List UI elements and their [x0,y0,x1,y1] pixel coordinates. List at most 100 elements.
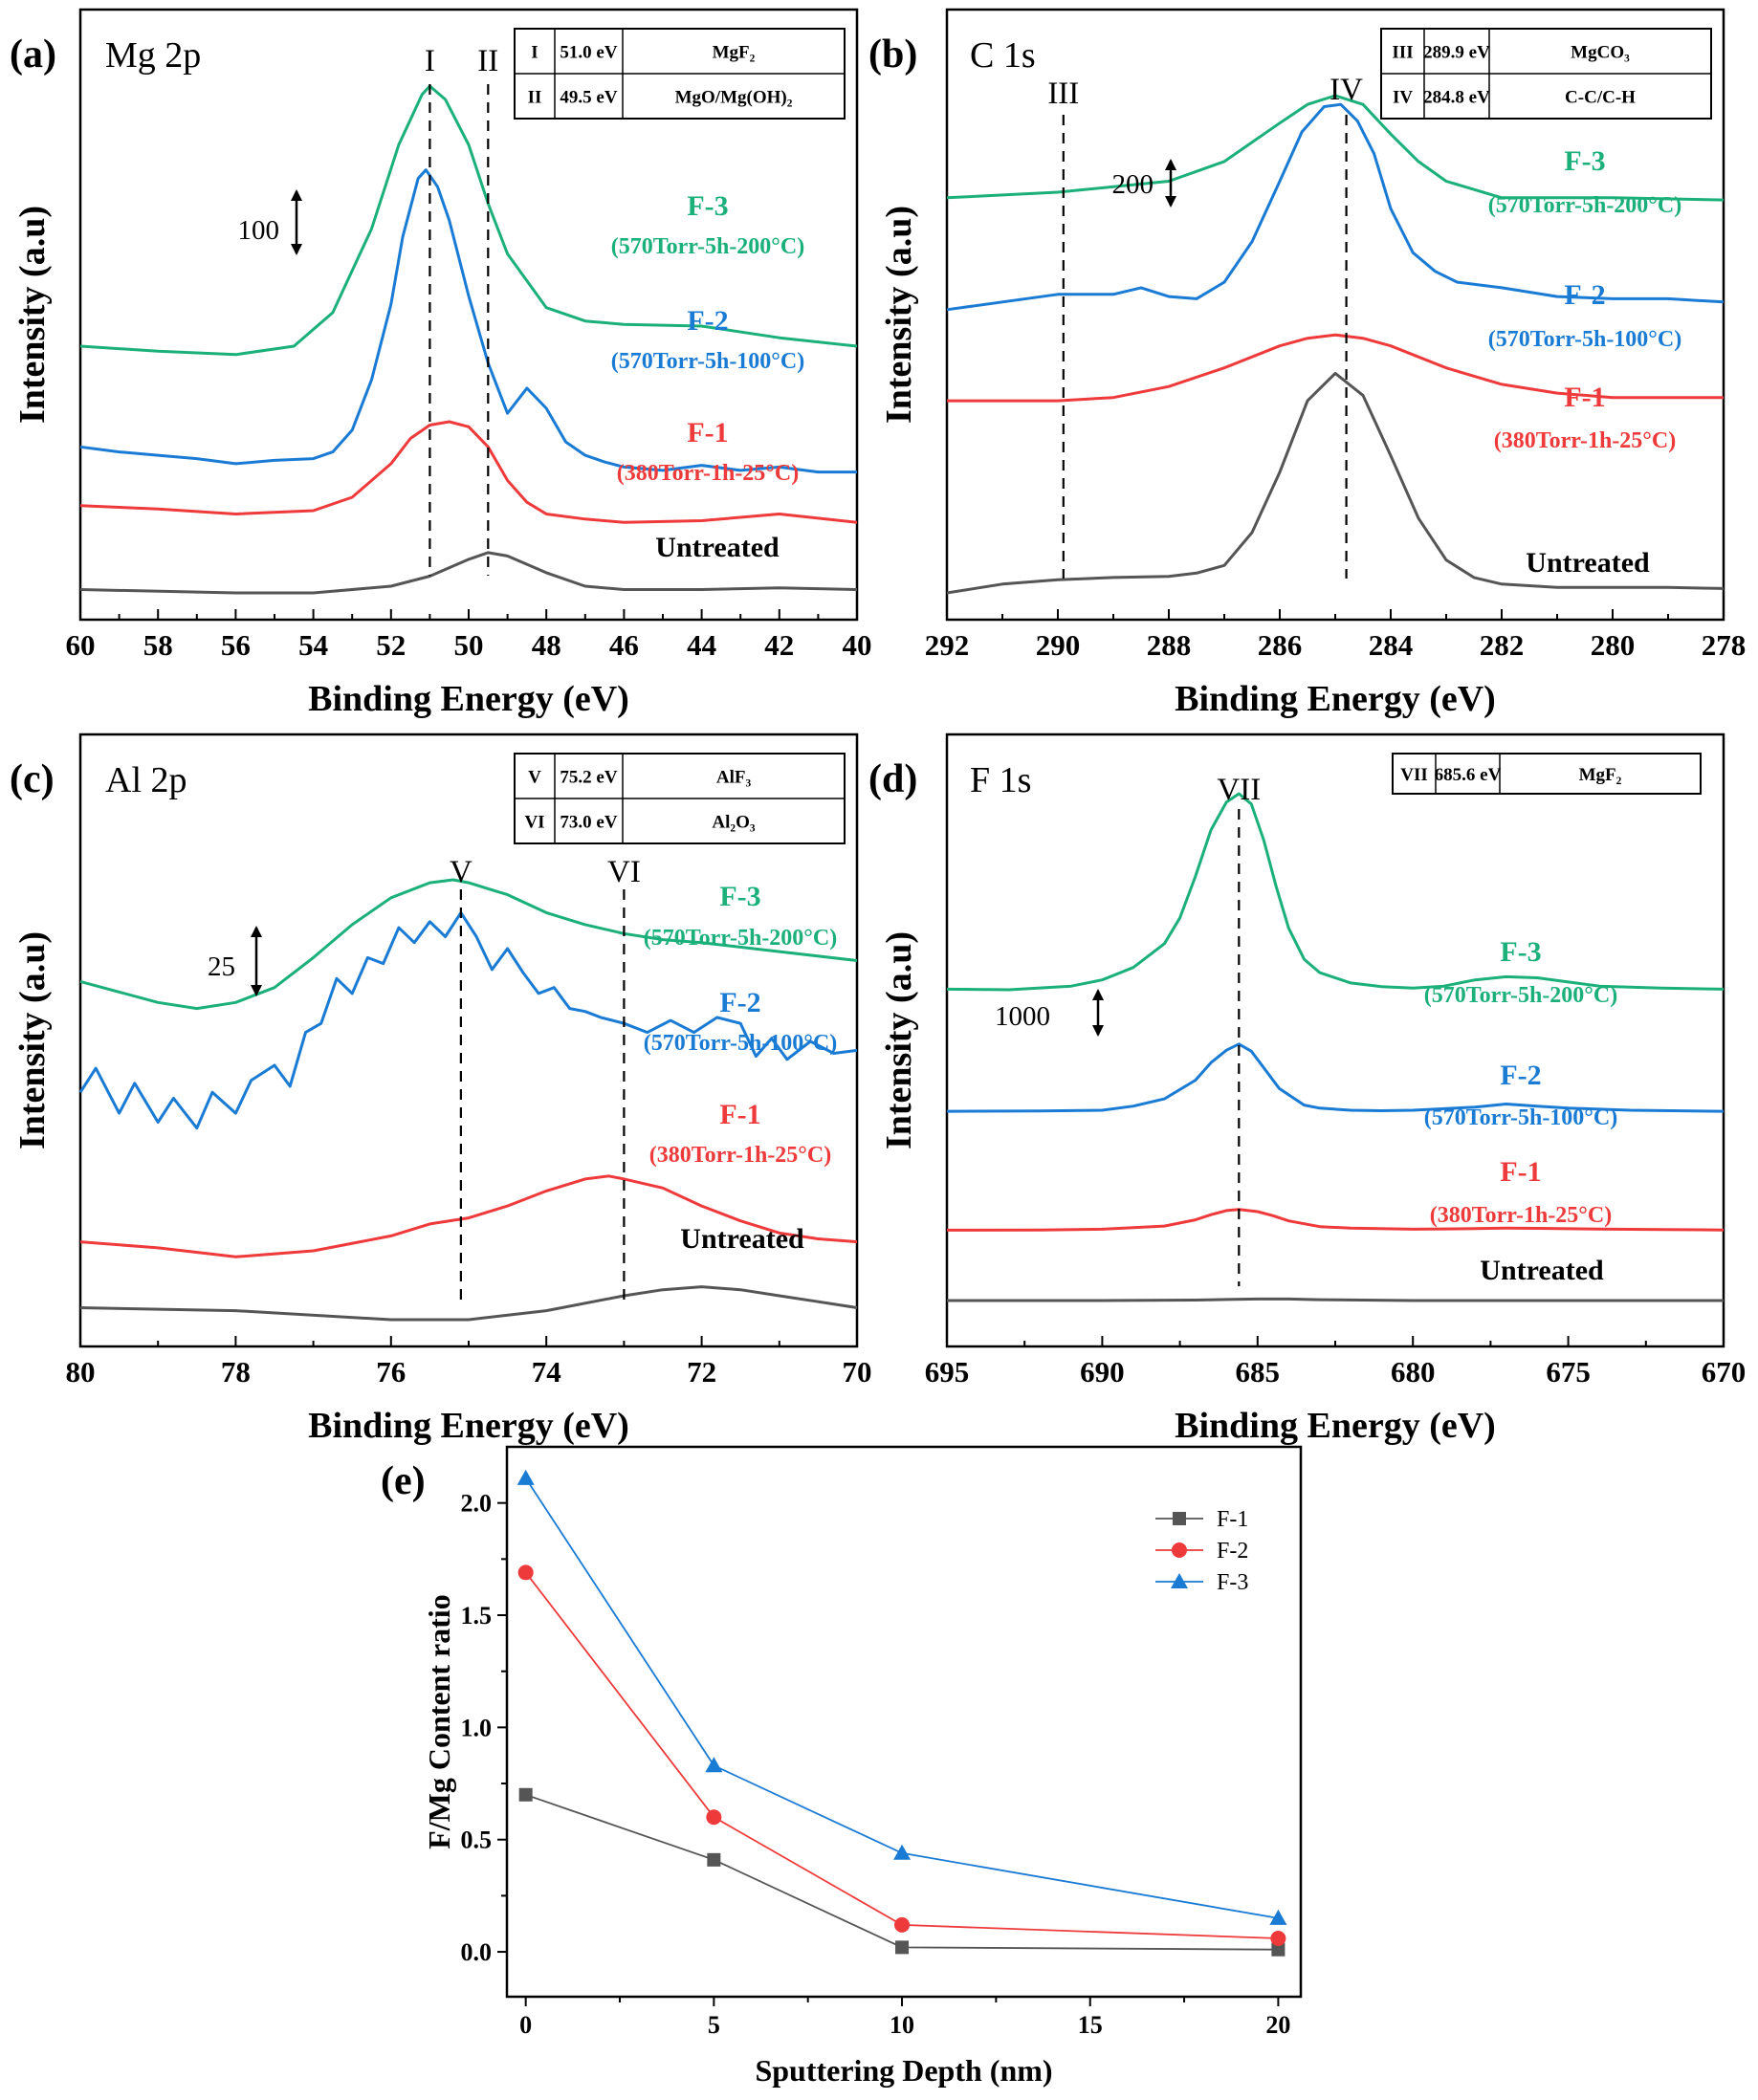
panel-c: 80 78 76 74 72 70 Binding Energy (eV) Intensity… [10,733,872,1446]
table-cell: 284.8 eV [1423,88,1490,108]
y-tick-label: 0.0 [461,1938,493,1966]
table-cell: 49.5 eV [560,88,617,108]
table-cell: VII [1400,765,1428,785]
x-tick-label: 670 [1702,1355,1747,1389]
x-tick-label: 48 [532,628,561,662]
series-condition-f-3: (570Torr-5h-200°C) [644,926,837,951]
x-tick-label: 72 [687,1355,716,1389]
peak-label-vii: VII [1217,773,1261,807]
scale-arrow-up-icon [291,189,302,201]
table-cell: 51.0 eV [560,43,617,63]
x-tick-label: 80 [66,1355,96,1389]
table-cell: I [531,43,538,63]
series-line-f-3 [79,878,858,1011]
series-label-f-2: F-2 [687,305,728,337]
series-label-untreated: Untreated [680,1223,804,1255]
series-label-untreated: Untreated [1526,547,1650,579]
legend-marker [1172,1542,1187,1558]
series-line-untreated [79,1285,858,1322]
x-tick-label: 15 [1078,2011,1103,2039]
x-tick-label: 292 [925,628,970,662]
x-tick-label: 58 [143,628,173,662]
panel-d: 695 690 685 680 675 670 Binding Energy (eV) Int… [868,733,1747,1446]
y-tick-label: 0.5 [461,1827,493,1854]
y-axis-label: Intensity (a.u) [879,206,919,424]
series-line-untreated [79,551,858,595]
table-cell: IV [1393,88,1413,108]
x-tick-label: 278 [1702,628,1747,662]
table-cell: MgF₂ [713,43,756,63]
table-cell: 685.6 eV [1435,765,1502,785]
series-line-f-2 [946,102,1725,312]
x-tick-label: 675 [1546,1355,1591,1389]
x-tick-label: 60 [66,628,96,662]
x-axis-label: Sputtering Depth (nm) [755,2053,1052,2088]
series-condition-f-1: (380Torr-1h-25°C) [1494,428,1676,453]
panel-label: (a) [10,33,56,77]
table-cell: III [1392,43,1413,63]
panel-b: 292 290 288 286 284 282 280 278 Binding Energy (… [868,8,1747,719]
table-cell: C-C/C-H [1565,88,1636,108]
x-tick-label: 288 [1147,628,1192,662]
series-line-f-1 [946,1208,1725,1232]
x-tick-label: 685 [1236,1355,1281,1389]
table-cell: 73.0 eV [560,813,617,833]
panel-title: Mg 2p [105,35,201,76]
x-axis-label: Binding Energy (eV) [1175,679,1496,719]
assignment-table: I 51.0 eV MgF₂ II 49.5 eV MgO/Mg(OH)₂ [514,28,846,120]
data-point-f-1 [895,1940,910,1955]
scale-arrow-down-icon [251,985,262,996]
x-tick-label: 680 [1391,1355,1436,1389]
data-point-f-1 [1271,1942,1286,1957]
x-tick-label: 280 [1591,628,1636,662]
scale-arrow-up-icon [1092,989,1104,1000]
x-tick-label: 40 [843,628,872,662]
panel-label: (e) [381,1459,426,1503]
series-label-f-2: F-2 [1500,1060,1541,1091]
table-cell: VI [524,813,544,833]
y-tick-label: 2.0 [461,1490,493,1518]
table-cell: 289.9 eV [1423,43,1490,63]
x-tick-label: 42 [764,628,794,662]
data-point-f-3 [1269,1909,1287,1925]
x-tick-label: 10 [890,2011,914,2039]
legend-label: F-3 [1217,1570,1248,1595]
series-condition-f-3: (570Torr-5h-200°C) [611,234,804,259]
series-label-f-3: F-3 [687,190,728,222]
series-condition-f-3: (570Torr-5h-200°C) [1424,983,1617,1008]
table-cell: MgCO₃ [1571,43,1630,63]
x-tick-label: 0 [519,2011,532,2039]
series-condition-f-2: (570Torr-5h-100°C) [1424,1105,1617,1130]
y-axis-label: Intensity (a.u) [879,931,919,1149]
x-axis-label: Binding Energy (eV) [308,1406,629,1446]
table-frame [1392,753,1702,795]
series-label-f-1: F-1 [1500,1156,1541,1188]
panel-label: (c) [10,757,55,801]
data-point-f-1 [707,1852,721,1867]
scale-arrow-up-icon [1165,159,1176,170]
series-label-untreated: Untreated [1480,1255,1604,1286]
panel-title: C 1s [970,35,1036,76]
series-line-f-1 [947,333,1724,403]
series-line-f-1 [525,1793,1279,1951]
peak-label-iv: IV [1329,73,1363,107]
series-line-f-1 [79,1174,858,1258]
x-axis-label: Binding Energy (eV) [1175,1406,1496,1446]
table-cell: AlF₃ [716,768,752,788]
x-tick-label: 695 [925,1355,970,1389]
series-line-f-2 [524,1571,1279,1939]
plot-frame [505,1445,1303,1999]
series-line-untreated [946,371,1725,595]
series-label-f-2: F-2 [1564,279,1605,311]
data-point-f-2 [1270,1930,1286,1946]
x-tick-label: 78 [221,1355,251,1389]
panel-e: (e) 0 5 10 15 20 0.0 0.5 1.0 1.5 2.0 Sputtering Dep… [381,1445,1303,2088]
series-condition-f-2: (570Torr-5h-100°C) [644,1031,837,1056]
table-cell: 75.2 eV [560,768,617,788]
data-point-f-3 [516,1469,535,1485]
data-point-f-2 [517,1564,534,1581]
series-label-f-2: F-2 [719,987,760,1018]
x-tick-label: 46 [609,628,639,662]
x-tick-label: 56 [221,628,251,662]
